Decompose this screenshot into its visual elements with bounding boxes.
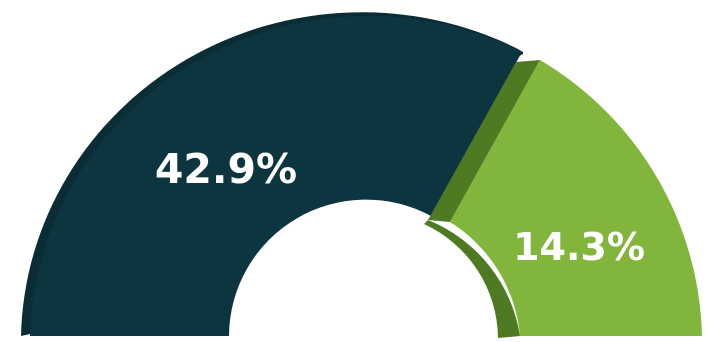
slice-green-side xyxy=(428,60,540,222)
slice-label-dark: 42.9% xyxy=(155,145,297,193)
slice-label-green: 14.3% xyxy=(513,225,645,269)
slice-green-inner-side xyxy=(424,220,520,338)
slice-dark-top xyxy=(30,15,522,336)
slice-green-top xyxy=(450,60,702,336)
